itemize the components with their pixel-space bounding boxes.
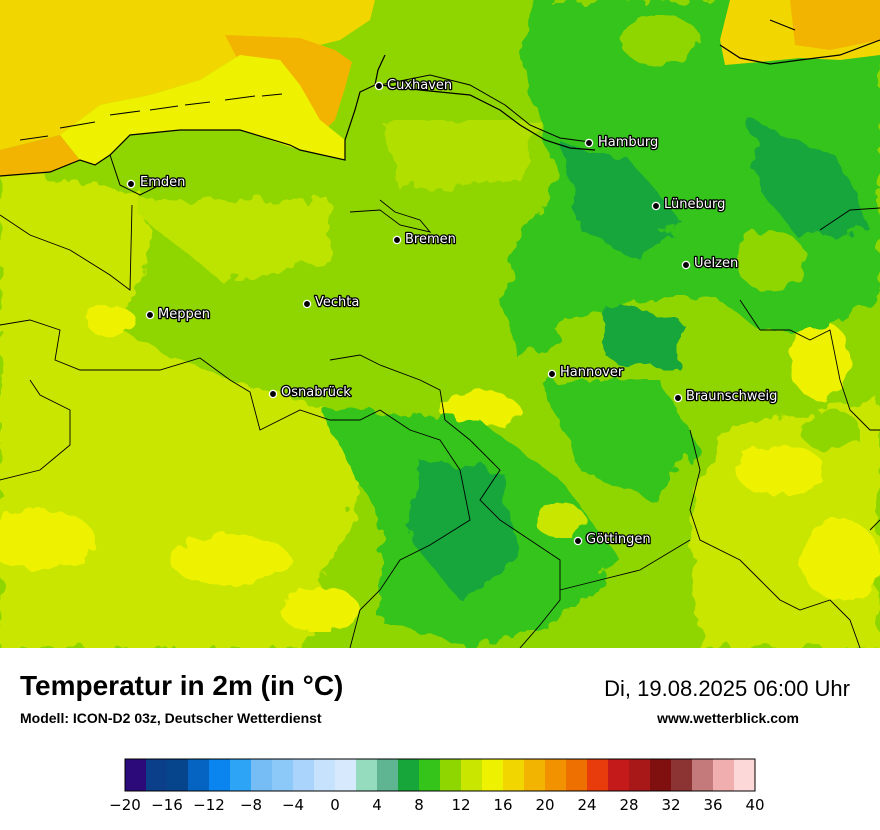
city-vechta[interactable]: Vechta	[302, 294, 361, 311]
colorbar-tick-label: −4	[282, 796, 304, 814]
svg-text:Emden: Emden	[140, 175, 185, 190]
city-braunschweig[interactable]: Braunschweig	[673, 388, 779, 405]
sea	[0, 0, 880, 176]
colorbar-swatch	[146, 759, 168, 791]
baltic-coast	[719, 39, 880, 65]
colorbar-swatch	[545, 759, 567, 791]
colorbar-tick-label: 12	[451, 796, 470, 814]
colorbar-swatch	[419, 759, 441, 791]
colorbar-tick-label: 20	[535, 796, 554, 814]
colorbar-swatch	[566, 759, 588, 791]
frisian-islands	[19, 19, 796, 141]
svg-text:Hamburg: Hamburg	[598, 135, 658, 150]
colorbar-swatch	[377, 759, 399, 791]
svg-text:Meppen: Meppen	[158, 307, 210, 322]
colorbar-tick-label: −16	[151, 796, 183, 814]
svg-text:Lüneburg: Lüneburg	[664, 197, 725, 212]
coastline	[0, 54, 386, 177]
colorbar-swatch	[608, 759, 630, 791]
colorbar-tick-label: −20	[109, 796, 141, 814]
colorbar-swatch	[713, 759, 735, 791]
colorbar-swatch	[230, 759, 252, 791]
colorbar-swatch	[461, 759, 483, 791]
website-link[interactable]: www.wetterblick.com	[657, 710, 799, 726]
colorbar-tick-label: 8	[414, 796, 424, 814]
colorbar-swatch	[524, 759, 546, 791]
dollart-coast	[109, 154, 161, 196]
colorbar-tick-label: 0	[330, 796, 340, 814]
temperature-field-islands	[535, 15, 860, 538]
svg-text:Braunschweig: Braunschweig	[686, 389, 777, 404]
colorbar-swatch	[125, 759, 147, 791]
colorbar-swatch	[314, 759, 336, 791]
map-canvas: Cuxhaven Hamburg Emden Lüneburg Bremen U…	[0, 0, 880, 648]
elbe-river	[379, 84, 596, 151]
map-footer: Temperatur in 2m (in °C) Modell: ICON-D2…	[0, 648, 880, 830]
colorbar-tick-label: 28	[619, 796, 638, 814]
colorbar-tick-label: 24	[577, 796, 596, 814]
svg-text:Bremen: Bremen	[405, 232, 456, 247]
model-source: Modell: ICON-D2 03z, Deutscher Wetterdie…	[20, 710, 322, 726]
city-lueneburg[interactable]: Lüneburg	[651, 196, 727, 213]
city-hamburg[interactable]: Hamburg	[584, 134, 660, 151]
city-goettingen[interactable]: Göttingen	[573, 531, 652, 548]
colorbar-tick-label: 16	[493, 796, 512, 814]
temperature-colorbar	[124, 758, 756, 792]
colorbar-swatch	[293, 759, 315, 791]
city-bremen[interactable]: Bremen	[392, 231, 457, 248]
colorbar-swatch	[272, 759, 294, 791]
city-emden[interactable]: Emden	[126, 174, 187, 191]
colorbar-swatch	[251, 759, 273, 791]
colorbar-swatch	[335, 759, 357, 791]
colorbar-tick-label: 4	[372, 796, 382, 814]
colorbar-swatch	[482, 759, 504, 791]
colorbar-swatch	[692, 759, 714, 791]
colorbar-swatch	[587, 759, 609, 791]
colorbar-swatch	[650, 759, 672, 791]
colorbar-tick-labels: −20 −16 −12 −8 −4 0 4 8 12 16 20 24 28 32 36 40	[109, 796, 764, 814]
colorbar-swatch	[398, 759, 420, 791]
city-hannover[interactable]: Hannover	[547, 364, 625, 381]
colorbar-swatch	[188, 759, 210, 791]
colorbar-swatch	[440, 759, 462, 791]
svg-text:Göttingen: Göttingen	[586, 532, 651, 547]
colorbar-swatch	[629, 759, 651, 791]
colorbar-swatch	[734, 759, 756, 791]
colorbar-tick-label: 32	[661, 796, 680, 814]
colorbar-border	[124, 758, 756, 792]
colorbar-tick-label: −8	[240, 796, 262, 814]
svg-text:Osnabrück: Osnabrück	[281, 385, 351, 400]
colorbar-swatch	[167, 759, 189, 791]
state-borders	[0, 199, 880, 648]
colorbar-swatch	[671, 759, 693, 791]
colorbar-tick-label: 36	[703, 796, 722, 814]
temperature-map: Cuxhaven Hamburg Emden Lüneburg Bremen U…	[0, 0, 880, 648]
colorbar-swatch	[209, 759, 231, 791]
colorbar-tick-label: −12	[193, 796, 225, 814]
colorbar-swatch	[356, 759, 378, 791]
forecast-datetime: Di, 19.08.2025 06:00 Uhr	[604, 676, 850, 701]
city-meppen[interactable]: Meppen	[145, 306, 211, 323]
map-title: Temperatur in 2m (in °C)	[20, 670, 344, 701]
svg-text:Uelzen: Uelzen	[694, 256, 738, 271]
svg-text:Cuxhaven: Cuxhaven	[387, 78, 452, 93]
colorbar-swatch	[503, 759, 525, 791]
temperature-field-10-12	[320, 0, 880, 648]
svg-text:Vechta: Vechta	[315, 295, 359, 310]
temperature-field-14-16	[0, 305, 880, 632]
colorbar-tick-label: 40	[745, 796, 764, 814]
elbe-river-bank	[379, 74, 591, 143]
city-osnabrueck[interactable]: Osnabrück	[268, 384, 352, 401]
svg-text:Hannover: Hannover	[560, 365, 624, 380]
city-cuxhaven[interactable]: Cuxhaven	[374, 77, 453, 94]
city-markers: Cuxhaven Hamburg Emden Lüneburg Bremen U…	[126, 77, 779, 548]
city-uelzen[interactable]: Uelzen	[681, 255, 739, 272]
